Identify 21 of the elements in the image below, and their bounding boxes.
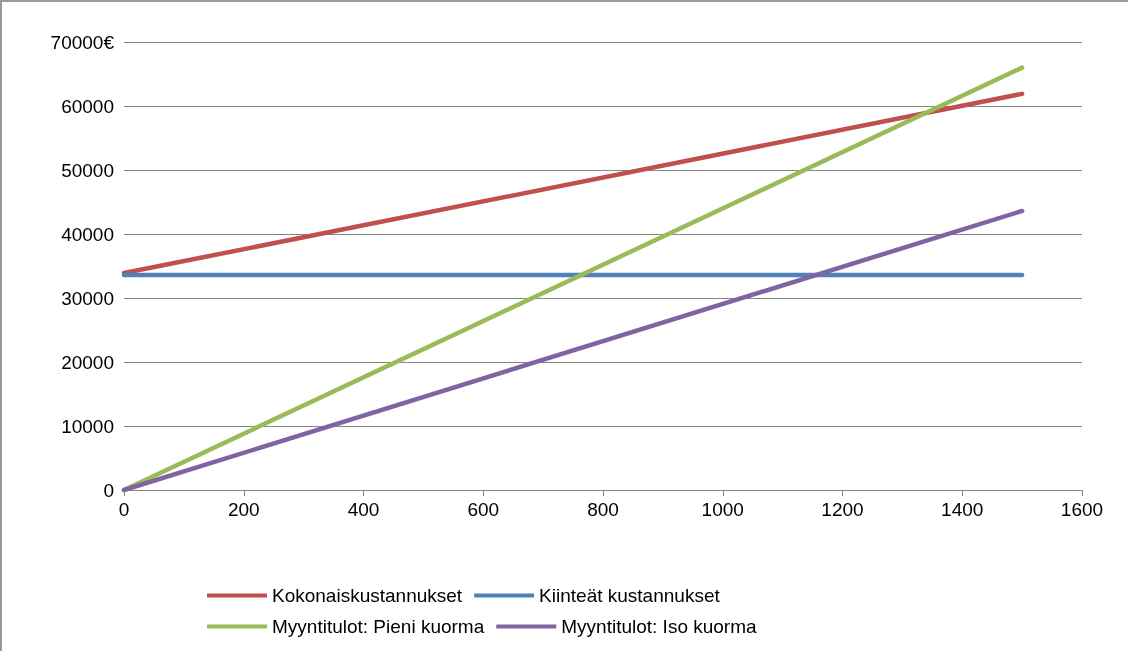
x-tick-label: 200	[227, 499, 260, 520]
y-tick-label: 50000	[61, 159, 114, 181]
x-tick-label: 600	[467, 499, 500, 520]
y-tick-label: 70000€	[50, 31, 115, 53]
y-tick-label: 30000	[61, 287, 114, 309]
legend-label: Myyntitulot: Pieni kuorma	[272, 616, 485, 637]
x-tick-label: 1400	[941, 499, 984, 520]
legend-label: Kokonaiskustannukset	[272, 585, 463, 606]
y-tick-label: 60000	[61, 95, 114, 117]
x-tick-label: 800	[587, 499, 619, 520]
x-tick-label: 1600	[1060, 499, 1104, 520]
x-tick-label: 1200	[821, 499, 864, 520]
legend-label: Myyntitulot: Iso kuorma	[561, 616, 758, 637]
y-tick-label: 20000	[61, 351, 114, 373]
y-tick-label: 10000	[61, 415, 114, 437]
y-tick-label: 40000	[61, 223, 114, 245]
x-tick-label: 0	[118, 499, 130, 520]
x-tick-label: 1000	[701, 499, 744, 520]
y-tick-label: 0	[103, 479, 114, 501]
x-tick-label: 400	[347, 499, 380, 520]
legend-label: Kiinteät kustannukset	[539, 585, 721, 606]
